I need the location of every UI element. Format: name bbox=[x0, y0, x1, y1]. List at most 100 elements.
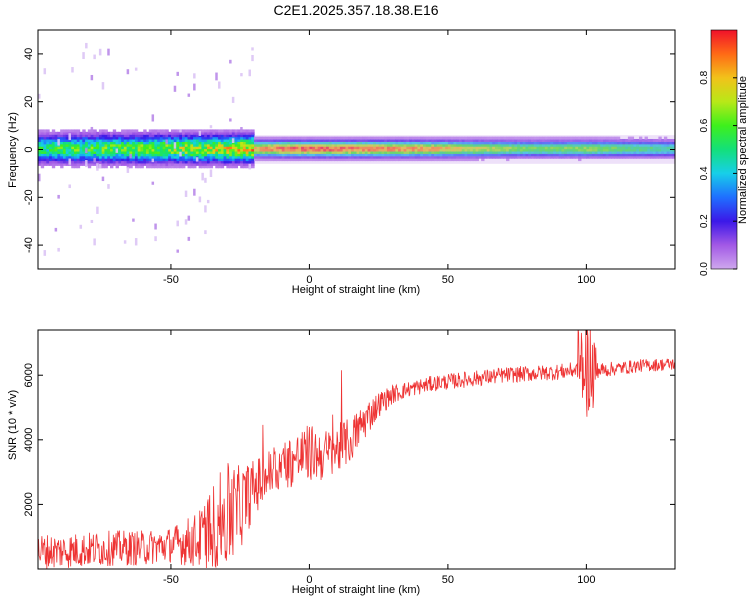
spectrogram-cell bbox=[644, 136, 648, 140]
spectrogram-cell bbox=[82, 138, 86, 142]
spectrogram-cell bbox=[226, 129, 230, 133]
spectrogram-cell bbox=[409, 136, 413, 140]
spectrogram-cell bbox=[489, 155, 493, 159]
spectrogram-cell bbox=[273, 136, 277, 140]
spectrogram-cell bbox=[218, 146, 222, 150]
spectrogram-cell bbox=[251, 162, 255, 166]
spectrogram-cell bbox=[146, 158, 150, 162]
spectrogram-cell bbox=[666, 148, 671, 152]
spectrogram-cell bbox=[270, 141, 275, 145]
spectrogram-cell bbox=[267, 148, 272, 152]
spectrogram-cell bbox=[348, 141, 352, 145]
spectrogram-cell bbox=[583, 150, 587, 154]
spectrogram-cell bbox=[143, 155, 147, 159]
snr-x-tick-label: 0 bbox=[306, 574, 312, 586]
spectrogram-cell bbox=[251, 165, 255, 169]
spectrogram-cell bbox=[159, 160, 164, 164]
spectrogram-cell bbox=[478, 138, 482, 142]
spectrogram-cell bbox=[129, 136, 133, 140]
spectrogram-cell bbox=[317, 150, 322, 154]
spectrogram-cell bbox=[647, 155, 651, 159]
spectrogram-cell bbox=[511, 153, 515, 157]
spectrogram-cell bbox=[422, 150, 427, 154]
spectrogram-cell bbox=[143, 160, 147, 164]
spectrogram-cell bbox=[60, 138, 64, 142]
spectrogram-cell bbox=[317, 158, 322, 162]
spectrogram-cell bbox=[298, 150, 302, 154]
spectrogram-cell bbox=[121, 138, 125, 142]
spectrogram-cell bbox=[453, 155, 457, 159]
spectrogram-cell bbox=[303, 138, 308, 142]
spectrogram-cell bbox=[616, 146, 621, 150]
spectrogram-cell bbox=[229, 146, 233, 150]
colorbar-tick-label: 0.4 bbox=[699, 166, 710, 180]
spectrogram-cell bbox=[143, 141, 147, 145]
spectrogram-cell bbox=[605, 143, 610, 147]
spectrogram-cell bbox=[201, 155, 205, 159]
spectrogram-cell bbox=[511, 143, 515, 147]
spectrogram-cell bbox=[309, 148, 313, 152]
spectrogram-cell bbox=[132, 129, 136, 133]
spectrogram-cell bbox=[43, 146, 47, 150]
spectrogram-cell bbox=[503, 150, 507, 154]
spectrogram-cell bbox=[176, 136, 180, 140]
spectrogram-cell bbox=[57, 160, 61, 164]
spectrogram-cell bbox=[467, 136, 471, 140]
spectrogram-cell bbox=[159, 165, 164, 169]
spectrogram-cell bbox=[165, 153, 169, 157]
spectrogram-cell bbox=[522, 141, 527, 145]
spectrogram-cell bbox=[193, 138, 197, 142]
spectrogram-cell bbox=[57, 146, 61, 150]
spectrogram-cell bbox=[345, 141, 349, 145]
spectrogram-cell bbox=[198, 150, 203, 154]
spectrogram-cell bbox=[303, 146, 308, 150]
spectrogram-cell bbox=[467, 143, 471, 147]
spectrogram-cell bbox=[159, 129, 164, 133]
spectrogram-speckle bbox=[206, 199, 210, 204]
spectrogram-cell bbox=[157, 158, 161, 162]
spectrogram-cell bbox=[364, 141, 369, 145]
spectrogram-cell bbox=[182, 143, 186, 147]
spectrogram-cell bbox=[179, 148, 183, 152]
spectrogram-cell bbox=[204, 165, 208, 169]
spectrogram-cell bbox=[195, 160, 200, 164]
spectrogram-cell bbox=[251, 158, 255, 162]
spectrogram-cell bbox=[82, 155, 86, 159]
spectrogram-cell bbox=[506, 136, 510, 140]
spectrogram-cell bbox=[96, 138, 100, 142]
spectrogram-cell bbox=[154, 160, 158, 164]
spectrogram-cell bbox=[500, 146, 504, 150]
spectrogram-cell bbox=[68, 129, 72, 133]
spectrogram-cell bbox=[547, 141, 551, 145]
spectrogram-cell bbox=[242, 158, 247, 162]
spectrogram-cell bbox=[134, 150, 139, 154]
spectrogram-cell bbox=[38, 143, 42, 147]
spectrogram-cell bbox=[492, 153, 496, 157]
spectrogram-cell bbox=[90, 160, 94, 164]
spectrogram-cell bbox=[85, 141, 89, 145]
spectrogram-cell bbox=[420, 138, 424, 142]
spectrogram-cell bbox=[157, 138, 161, 142]
spectrogram-cell bbox=[218, 143, 222, 147]
spectrogram-cell bbox=[215, 150, 219, 154]
spectrogram-cell bbox=[98, 158, 103, 162]
spectrogram-cell bbox=[456, 158, 460, 162]
spectrogram-cell bbox=[386, 155, 391, 159]
spectrogram-cell bbox=[514, 153, 518, 157]
spectrogram-cell bbox=[162, 162, 166, 166]
spectrogram-speckle bbox=[240, 73, 243, 77]
spectrogram-cell bbox=[229, 155, 233, 159]
spectrogram-cell bbox=[528, 146, 532, 150]
spectrogram-cell bbox=[126, 165, 130, 169]
spectrogram-cell bbox=[82, 134, 86, 138]
spectrogram-cell bbox=[112, 134, 117, 138]
spectrogram-cell bbox=[134, 160, 139, 164]
spectrogram-cell bbox=[159, 148, 164, 152]
spectrogram-cell bbox=[157, 131, 161, 135]
spectrogram-cell bbox=[334, 146, 338, 150]
spectrogram-cell bbox=[314, 148, 319, 152]
spectrogram-cell bbox=[650, 150, 654, 154]
spectrogram-cell bbox=[159, 136, 164, 140]
spectrogram-cell bbox=[298, 155, 302, 159]
spectrogram-cell bbox=[392, 153, 396, 157]
